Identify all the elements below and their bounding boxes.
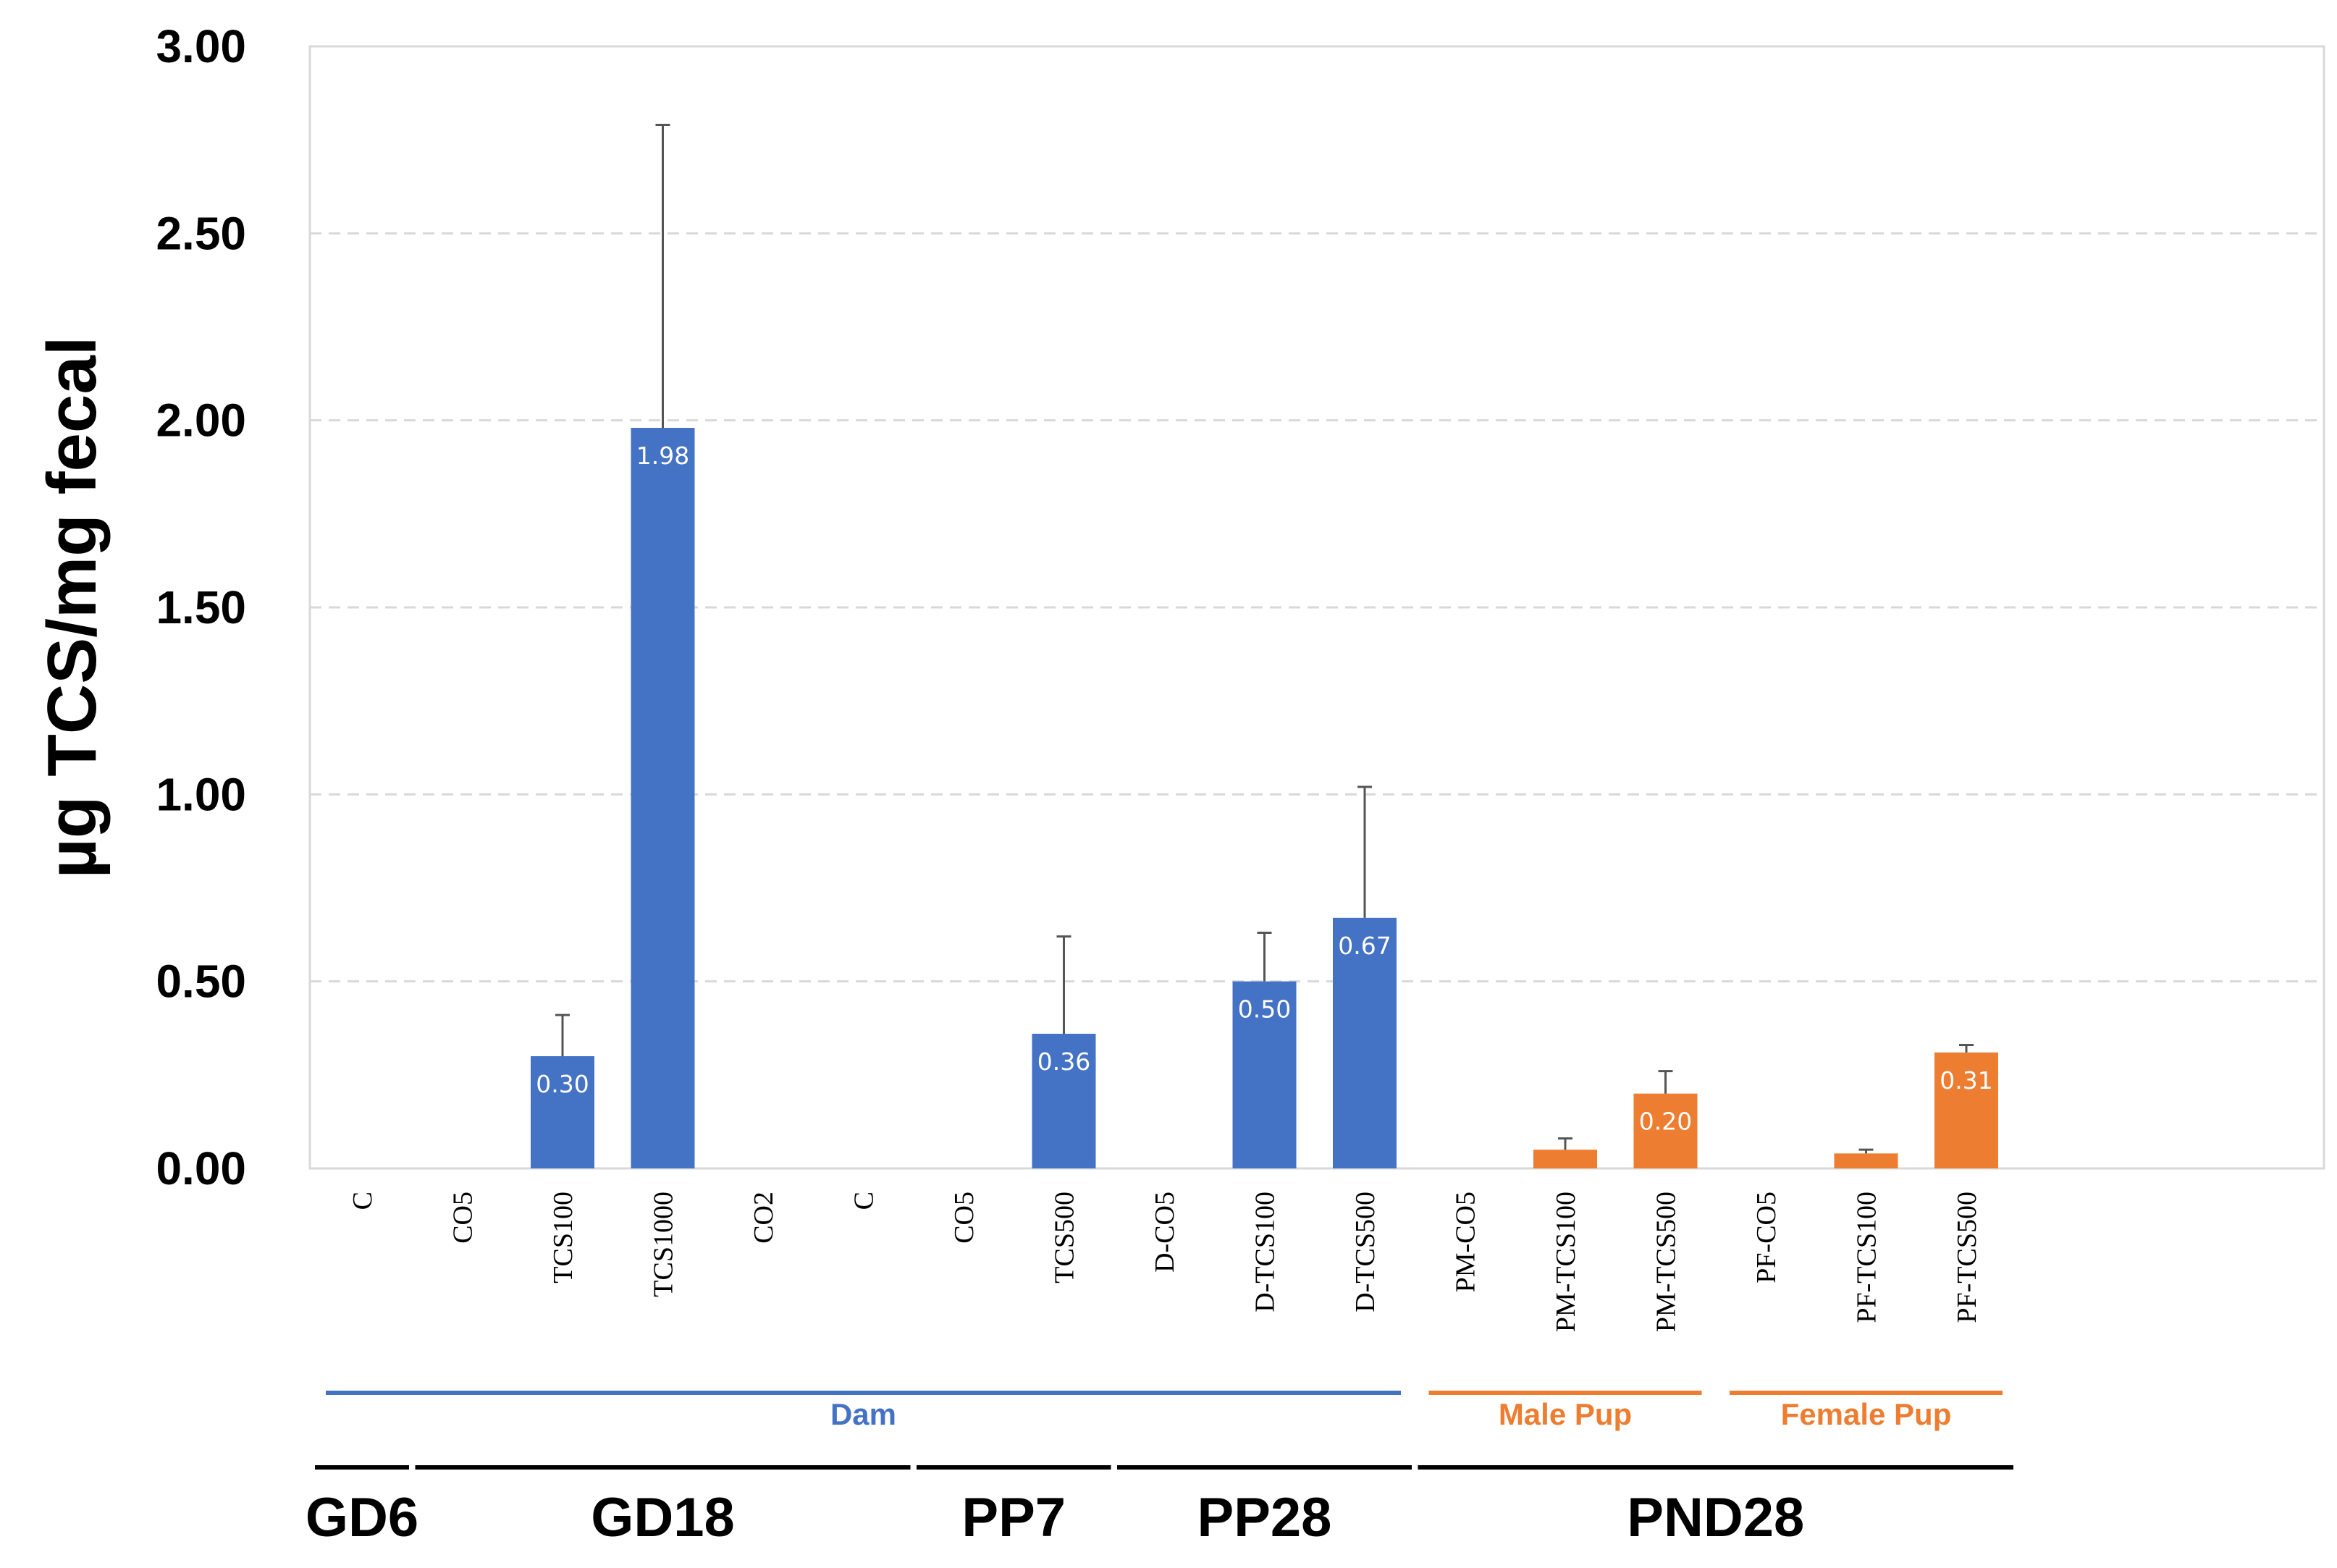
x-category-label: TCS1000 [649,1192,679,1297]
x-category-label: CO5 [448,1192,479,1244]
bar [631,428,695,1168]
x-category-label: PM-TCS100 [1551,1192,1581,1332]
bars: 0.30 1.98 0.36 0.50 0.67 0.20 0.31 [531,124,1998,1168]
y-tick-label: 2.50 [156,207,246,259]
x-axis-categories: C CO5 TCS100 TCS1000 CO2 C CO5 TCS500 D-CO5 D-TCS… [348,1192,1982,1332]
time-group-label: PP7 [961,1487,1066,1548]
y-axis-ticks: 0.00 0.50 1.00 1.50 2.00 2.50 3.00 [156,20,246,1194]
bar [1533,1150,1597,1168]
x-category-label: TCS100 [548,1192,578,1284]
subject-group-label: Male Pup [1499,1397,1632,1431]
plot-area-border [308,45,2325,1170]
x-category-label: CO2 [749,1192,779,1244]
x-category-label: C [849,1192,880,1210]
bar [1934,1052,1998,1168]
data-label: 0.20 [1639,1108,1692,1136]
bar [1032,1034,1096,1168]
x-category-label: D-TCS500 [1350,1192,1381,1312]
x-category-label: C [348,1192,378,1210]
data-label: 0.31 [1940,1066,1992,1095]
x-category-label: D-CO5 [1150,1192,1180,1273]
x-category-label: PF-TCS100 [1852,1192,1882,1323]
bar [1633,1093,1698,1168]
subject-group-label: Dam [830,1397,896,1431]
time-groups: GD6 GD18 PP7 PP28 PND28 [306,1465,2013,1548]
y-tick-label: 2.00 [156,395,246,447]
x-category-label: PF-CO5 [1751,1192,1782,1284]
y-tick-label: 1.50 [156,581,246,633]
x-category-label: PM-CO5 [1451,1192,1481,1292]
y-tick-label: 3.00 [156,20,246,72]
bar [1232,981,1297,1168]
subject-group-label: Female Pup [1781,1397,1952,1431]
time-group-label: GD6 [306,1487,418,1548]
data-label: 0.50 [1238,995,1291,1024]
bar [1834,1153,1898,1168]
time-group-label: PND28 [1627,1487,1804,1548]
y-axis-label: µg TCS/mg fecal [33,337,111,879]
y-tick-label: 0.50 [156,956,246,1008]
bar [531,1056,594,1168]
x-category-label: CO5 [949,1192,980,1244]
data-label: 0.36 [1037,1048,1090,1076]
bar [1333,917,1397,1168]
y-tick-label: 0.00 [156,1142,246,1194]
gridlines [310,45,2324,1170]
data-label: 0.67 [1338,932,1391,960]
subject-groups: Dam Male Pup Female Pup [326,1391,2003,1431]
time-group-label: PP28 [1197,1487,1332,1548]
data-label: 1.98 [636,442,689,470]
x-category-label: PM-TCS500 [1651,1192,1682,1332]
x-category-label: D-TCS100 [1250,1192,1281,1312]
data-label: 0.30 [536,1070,589,1098]
time-group-label: GD18 [591,1487,735,1548]
y-tick-label: 1.00 [156,768,246,820]
x-category-label: TCS500 [1050,1192,1080,1284]
x-category-label: PF-TCS500 [1952,1192,1982,1323]
